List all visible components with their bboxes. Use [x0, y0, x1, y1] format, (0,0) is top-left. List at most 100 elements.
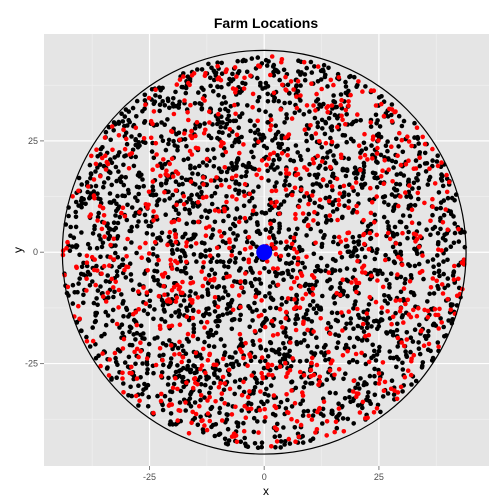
farm-point: [312, 115, 318, 121]
y-tick-label: 0: [33, 247, 38, 257]
farm-point: [146, 189, 152, 195]
farm-point: [169, 313, 174, 319]
farm-point: [282, 345, 288, 351]
farm-point: [140, 109, 145, 114]
farm-point: [281, 425, 286, 430]
farm-point: [227, 386, 233, 392]
farm-point: [88, 175, 93, 181]
farm-point: [396, 144, 401, 149]
farm-point: [231, 244, 236, 250]
farm-point: [263, 227, 269, 232]
farm-point: [299, 247, 305, 253]
farm-point: [339, 155, 344, 160]
farm-point: [251, 429, 257, 435]
farm-point: [195, 199, 201, 205]
farm-point: [76, 203, 81, 208]
farm-point: [350, 389, 356, 394]
farm-point: [273, 445, 278, 450]
farm-point: [222, 352, 227, 358]
farm-point: [433, 323, 439, 328]
farm-point: [141, 308, 147, 313]
farm-point: [161, 352, 166, 358]
farm-point: [259, 380, 264, 386]
farm-point: [103, 299, 109, 304]
farm-point: [100, 351, 105, 356]
farm-point: [409, 220, 415, 225]
farm-point: [215, 135, 220, 141]
farm-point: [251, 415, 257, 421]
farm-point: [185, 156, 191, 161]
farm-point: [247, 191, 253, 197]
farm-point: [339, 113, 344, 119]
farm-point: [168, 356, 174, 361]
farm-point: [134, 376, 140, 381]
farm-point: [384, 331, 390, 336]
farm-point: [212, 276, 217, 282]
farm-point: [395, 344, 401, 349]
farm-point: [207, 247, 213, 253]
farm-point: [184, 380, 189, 386]
farm-point: [324, 433, 330, 438]
farm-point: [454, 293, 460, 299]
farm-point: [177, 368, 182, 374]
farm-point: [306, 201, 311, 207]
farm-point: [202, 121, 207, 126]
farm-point: [309, 360, 314, 366]
farm-point: [398, 256, 404, 262]
farm-point: [191, 322, 196, 328]
farm-point: [281, 341, 286, 346]
farm-point: [238, 337, 244, 342]
farm-point: [74, 264, 79, 270]
farm-point: [136, 191, 141, 197]
farm-point: [173, 89, 178, 95]
farm-point: [449, 195, 455, 201]
farm-point: [269, 225, 274, 231]
farm-point: [237, 250, 243, 256]
farm-point: [309, 417, 315, 422]
farm-point: [136, 307, 141, 312]
farm-point: [125, 236, 130, 242]
farm-point: [279, 302, 285, 307]
farm-point: [314, 310, 319, 316]
farm-point: [167, 397, 173, 403]
farm-point: [251, 342, 256, 348]
farm-point: [208, 75, 213, 81]
farm-point: [248, 245, 253, 250]
farm-point: [181, 269, 186, 274]
farm-point: [170, 242, 175, 248]
farm-point: [312, 64, 317, 69]
farm-point: [111, 128, 116, 133]
farm-point: [341, 376, 346, 382]
farm-point: [327, 194, 332, 200]
farm-point: [378, 174, 384, 179]
farm-point: [369, 324, 374, 329]
farm-point: [166, 324, 172, 329]
farm-point: [219, 396, 224, 402]
farm-point: [124, 307, 130, 313]
farm-point: [223, 125, 228, 130]
farm-point: [68, 224, 73, 230]
farm-point: [76, 175, 82, 181]
farm-point: [321, 235, 326, 240]
farm-point: [363, 146, 369, 151]
farm-point: [257, 132, 262, 137]
farm-point: [389, 102, 395, 107]
farm-point: [175, 418, 180, 423]
farm-point: [113, 355, 118, 361]
farm-point: [302, 72, 308, 77]
farm-point: [400, 313, 406, 318]
farm-point: [430, 196, 435, 202]
farm-point: [319, 86, 325, 92]
farm-point: [356, 280, 362, 286]
farm-point: [428, 285, 434, 290]
farm-point: [272, 434, 278, 440]
farm-point: [266, 156, 272, 162]
farm-point: [79, 230, 84, 235]
farm-point: [205, 357, 211, 363]
farm-point: [323, 342, 328, 348]
farm-point: [317, 197, 323, 203]
farm-point: [304, 191, 310, 196]
farm-point: [114, 321, 120, 327]
farm-point: [288, 336, 293, 341]
farm-point: [294, 105, 300, 111]
